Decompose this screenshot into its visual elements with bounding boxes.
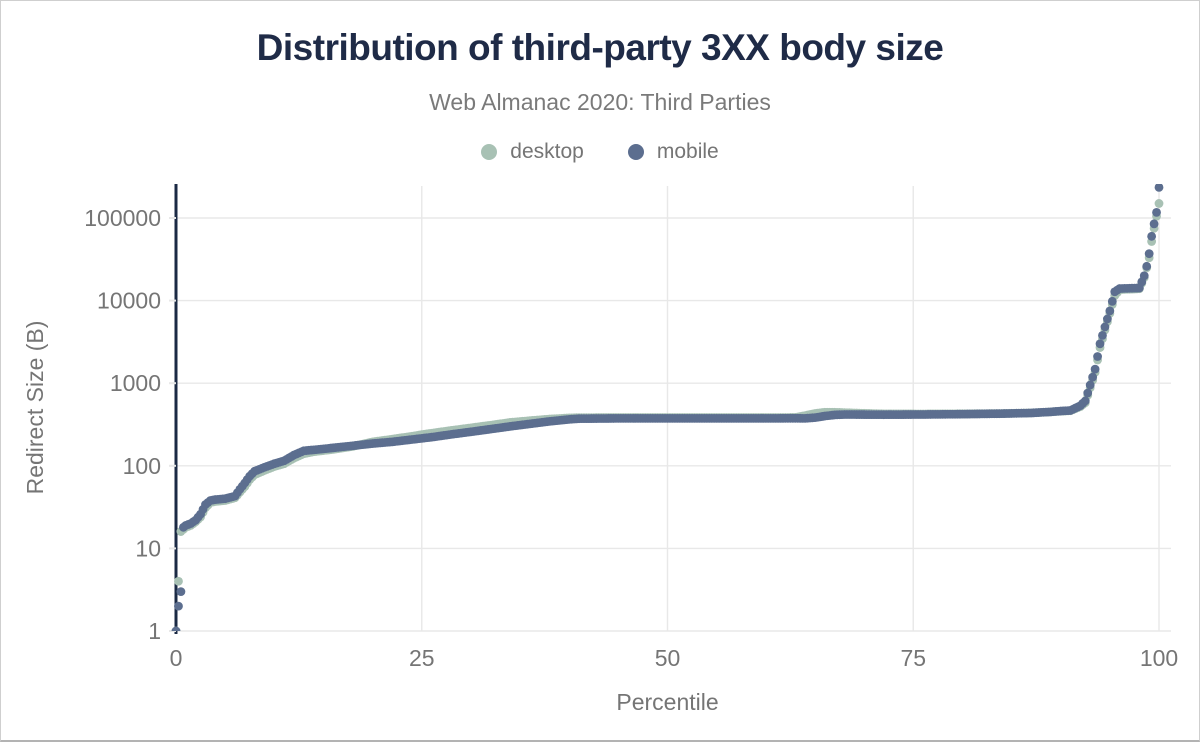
y-tick-label: 10: [135, 535, 161, 561]
y-tick-label: 100: [123, 453, 161, 479]
y-gridlines: [176, 217, 1171, 632]
x-gridlines: [421, 186, 1160, 631]
legend-item-desktop: desktop: [481, 140, 584, 164]
y-tick-label: 1: [148, 618, 161, 644]
desktop-swatch-icon: [481, 144, 498, 160]
y-tick-label: 1000: [110, 370, 161, 396]
y-axis-title: Redirect Size (B): [22, 321, 48, 495]
x-tick-label: 50: [655, 645, 681, 671]
x-axis-title: Percentile: [616, 689, 718, 715]
y-tick-label: 100000: [84, 205, 161, 231]
x-tick-label: 25: [409, 645, 435, 671]
x-tick-label: 75: [900, 645, 926, 671]
legend-label-mobile: mobile: [656, 140, 719, 163]
mobile-swatch-icon: [627, 144, 644, 160]
chart-subtitle: Web Almanac 2020: Third Parties: [429, 89, 771, 115]
legend-item-mobile: mobile: [627, 140, 719, 164]
x-tick-label: 0: [170, 645, 183, 671]
legend-label-desktop: desktop: [510, 140, 584, 163]
legend: desktop mobile: [1, 140, 1199, 164]
chart-title: Distribution of third-party 3XX body siz…: [256, 27, 944, 68]
series-mobile-dots: [171, 184, 1164, 631]
x-tick-label: 100: [1140, 645, 1178, 671]
y-tick-label: 10000: [97, 288, 161, 314]
